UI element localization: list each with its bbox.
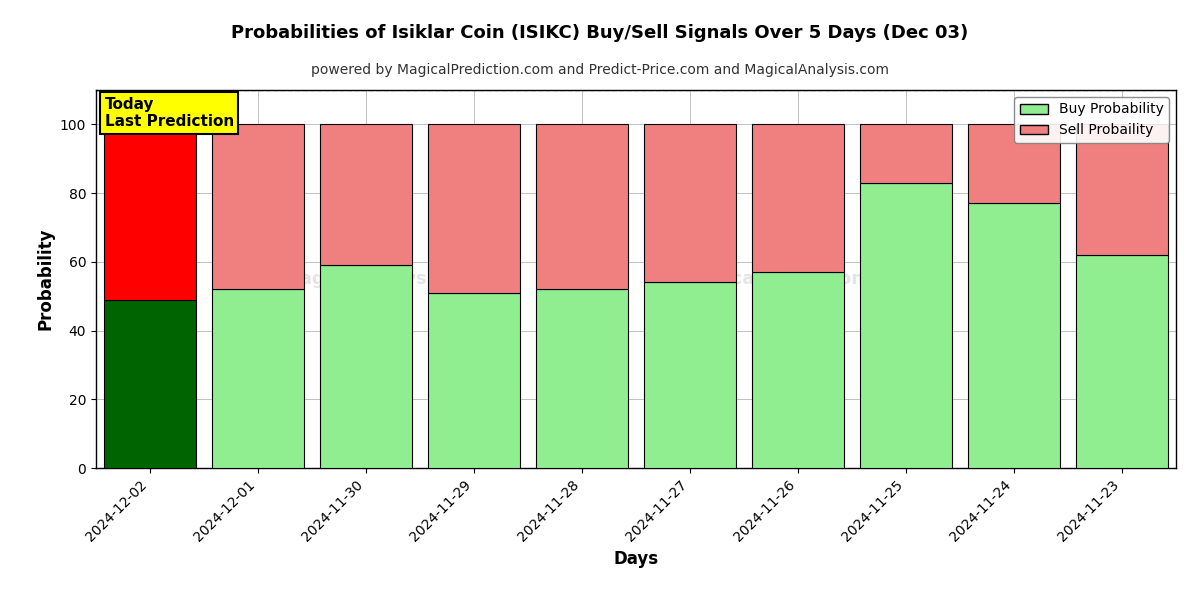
Bar: [1076, 124, 1168, 255]
Bar: [536, 124, 628, 289]
Bar: [536, 289, 628, 468]
X-axis label: Days: Days: [613, 550, 659, 568]
Bar: [644, 283, 736, 468]
Bar: [320, 265, 412, 468]
Legend: Buy Probability, Sell Probaility: Buy Probability, Sell Probaility: [1014, 97, 1169, 143]
Bar: [752, 272, 844, 468]
Text: MagicalAnalysis.com: MagicalAnalysis.com: [283, 270, 492, 288]
Bar: [968, 124, 1060, 203]
Bar: [860, 124, 952, 183]
Bar: [104, 124, 196, 299]
Bar: [860, 183, 952, 468]
Text: MagicalPrediction.com: MagicalPrediction.com: [683, 270, 913, 288]
Y-axis label: Probability: Probability: [36, 228, 54, 330]
Text: powered by MagicalPrediction.com and Predict-Price.com and MagicalAnalysis.com: powered by MagicalPrediction.com and Pre…: [311, 63, 889, 77]
Bar: [428, 124, 520, 293]
Bar: [428, 293, 520, 468]
Text: Probabilities of Isiklar Coin (ISIKC) Buy/Sell Signals Over 5 Days (Dec 03): Probabilities of Isiklar Coin (ISIKC) Bu…: [232, 24, 968, 42]
Bar: [212, 289, 304, 468]
Bar: [1076, 255, 1168, 468]
Bar: [752, 124, 844, 272]
Bar: [968, 203, 1060, 468]
Bar: [644, 124, 736, 283]
Text: Today
Last Prediction: Today Last Prediction: [104, 97, 234, 129]
Bar: [212, 124, 304, 289]
Bar: [104, 299, 196, 468]
Bar: [320, 124, 412, 265]
